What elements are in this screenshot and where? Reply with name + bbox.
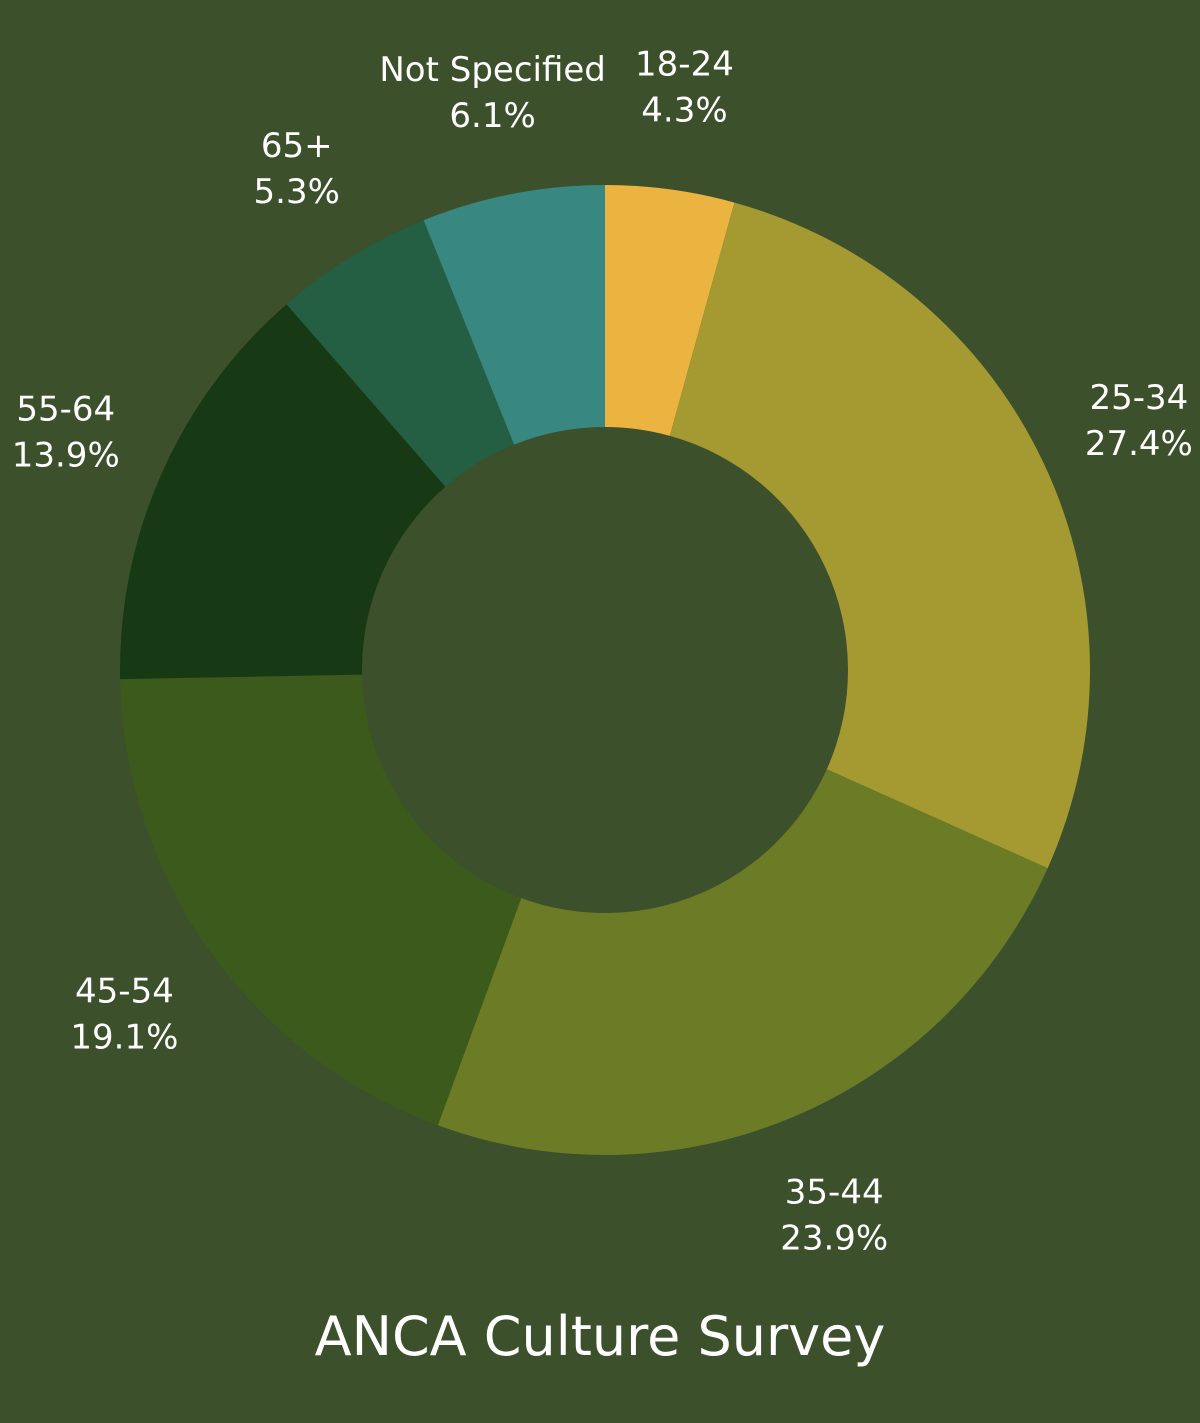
chart-title: ANCA Culture Survey	[315, 1305, 886, 1368]
slices-group	[120, 185, 1091, 1155]
slice-label: 18-24 4.3%	[635, 44, 734, 130]
slice-label: 45-54 19.1%	[70, 971, 178, 1057]
slice-25-34	[669, 202, 1091, 869]
slice-55-64	[120, 304, 446, 680]
slice-label: Not Specified 6.1%	[379, 50, 606, 136]
slice-label: 65+ 5.3%	[254, 126, 340, 212]
slice-not-specified	[423, 185, 605, 445]
slice-label: 25-34 27.4%	[1085, 378, 1193, 464]
slice-18-24	[605, 185, 735, 436]
slice-45-54	[120, 674, 522, 1126]
slice-label: 55-64 13.9%	[12, 390, 120, 476]
slice-label: 35-44 23.9%	[780, 1173, 888, 1259]
slice-35-44	[437, 769, 1048, 1155]
slice-65-	[286, 220, 515, 487]
labels-group: 18-24 4.3% 25-34 27.4% 35-44 23.9% 45-54 19.1% 5…	[12, 44, 1193, 1258]
